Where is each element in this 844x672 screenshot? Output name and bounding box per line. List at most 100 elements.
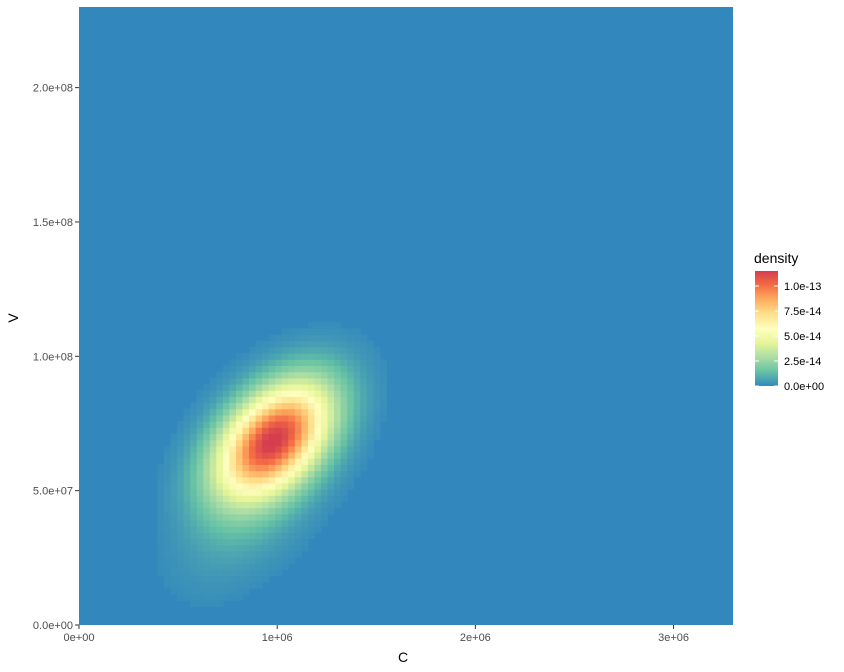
heatmap-cell: [235, 464, 244, 472]
heatmap-cell: [347, 476, 355, 484]
heatmap-cell: [249, 421, 257, 428]
heatmap-cell: [314, 421, 322, 428]
heatmap-cell: [281, 334, 289, 342]
heatmap-cell: [209, 408, 217, 416]
heatmap-cell: [268, 544, 276, 552]
heatmap-cell: [281, 383, 289, 391]
heatmap-cell: [177, 532, 185, 540]
heatmap-cell: [379, 414, 387, 422]
heatmap-cell: [281, 550, 289, 558]
heatmap-cell: [242, 575, 250, 583]
heatmap-cell: [307, 340, 316, 348]
heatmap-cell: [209, 421, 217, 428]
heatmap-cell: [366, 427, 374, 435]
heatmap-cell: [294, 513, 302, 521]
heatmap-cell: [288, 550, 296, 558]
heatmap-cell: [164, 526, 172, 533]
heatmap-cell: [255, 421, 263, 428]
heatmap-cell: [281, 464, 289, 472]
heatmap-cell: [170, 445, 178, 453]
heatmap-cell: [222, 550, 231, 558]
heatmap-cell: [340, 328, 348, 336]
heatmap-cell: [268, 334, 276, 342]
heatmap-cell: [307, 365, 316, 373]
heatmap-cell: [353, 414, 361, 422]
heatmap-cell: [262, 439, 270, 447]
heatmap-cell: [196, 501, 204, 509]
heatmap-cell: [268, 538, 276, 546]
heatmap-cell: [183, 421, 191, 428]
heatmap-cell: [294, 402, 302, 410]
heatmap-cell: [190, 513, 198, 521]
heatmap-cell: [222, 526, 231, 533]
heatmap-cell: [183, 445, 191, 453]
heatmap-cell: [209, 377, 217, 385]
heatmap-cell: [216, 507, 224, 515]
heatmap-cell: [235, 538, 244, 546]
heatmap-cell: [294, 489, 302, 496]
heatmap-cell: [209, 532, 217, 540]
heatmap-cell: [222, 482, 231, 490]
heatmap-cell: [327, 427, 335, 435]
heatmap-cell: [294, 353, 302, 360]
heatmap-cell: [170, 569, 178, 577]
heatmap-cell: [164, 519, 172, 527]
heatmap-cell: [216, 513, 224, 521]
heatmap-cell: [340, 451, 348, 459]
heatmap-cell: [275, 513, 283, 521]
heatmap-cell: [209, 557, 217, 564]
heatmap-cell: [177, 519, 185, 527]
heatmap-cell: [157, 532, 165, 540]
heatmap-cell: [242, 402, 250, 410]
heatmap-cell: [203, 408, 211, 416]
heatmap-cell: [177, 569, 185, 577]
heatmap-cell: [307, 476, 316, 484]
heatmap-cell: [157, 519, 165, 527]
heatmap-cell: [255, 532, 263, 540]
heatmap-cell: [183, 544, 191, 552]
heatmap-cell: [307, 359, 316, 367]
heatmap-cell: [242, 482, 250, 490]
heatmap-cell: [275, 414, 283, 422]
heatmap-cell: [249, 526, 257, 533]
heatmap-cell: [327, 489, 335, 496]
heatmap-cell: [314, 346, 322, 354]
heatmap-cell: [177, 476, 185, 484]
heatmap-cell: [183, 489, 191, 496]
heatmap-cell: [301, 421, 309, 428]
heatmap-cell: [229, 371, 237, 379]
heatmap-cell: [157, 482, 165, 490]
heatmap-cell: [281, 489, 289, 496]
heatmap-cell: [347, 346, 355, 354]
heatmap-cell: [307, 377, 316, 385]
heatmap-cell: [301, 526, 309, 533]
heatmap-cell: [164, 495, 172, 502]
heatmap-cell: [360, 383, 368, 391]
heatmap-cell: [242, 563, 250, 570]
heatmap-cell: [196, 495, 204, 502]
heatmap-cell: [235, 495, 244, 502]
heatmap-cell: [275, 390, 283, 397]
heatmap-cell: [196, 544, 204, 552]
heatmap-cell: [262, 538, 270, 546]
heatmap-cell: [183, 408, 191, 416]
heatmap-cell: [249, 353, 257, 360]
heatmap-cell: [340, 445, 348, 453]
heatmap-cell: [183, 519, 191, 527]
heatmap-cell: [190, 526, 198, 533]
heatmap-cell: [275, 365, 283, 373]
heatmap-cell: [196, 451, 204, 459]
legend-break-label: 5.0e-14: [784, 331, 821, 343]
heatmap-cell: [366, 408, 374, 416]
heatmap-cell: [334, 340, 342, 348]
heatmap-cell: [347, 359, 355, 367]
heatmap-cell: [314, 377, 322, 385]
heatmap-cell: [177, 445, 185, 453]
heatmap-cell: [353, 408, 361, 416]
heatmap-cell: [177, 557, 185, 564]
heatmap-cell: [366, 439, 374, 447]
heatmap-cell: [347, 377, 355, 385]
heatmap-cell: [235, 445, 244, 453]
heatmap-cell: [301, 495, 309, 502]
heatmap-cell: [340, 390, 348, 397]
